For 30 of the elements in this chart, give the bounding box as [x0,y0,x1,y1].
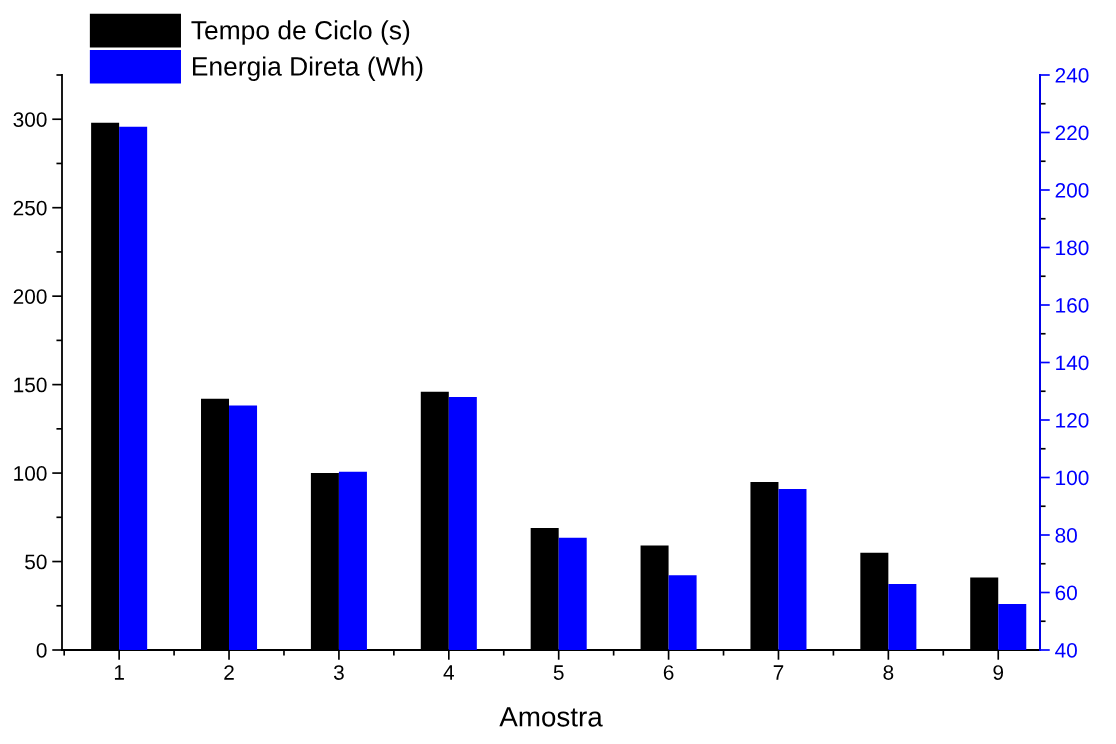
x-tick-label: 3 [333,665,344,680]
y-tick-label: 100 [14,466,47,481]
y-tick-label: 200 [13,289,47,304]
y2-tick-label: 120 [1056,413,1089,428]
y2-tick-label: 220 [1055,125,1089,141]
y2-tick-label: 160 [1056,298,1089,313]
x-tick-label: 2 [224,665,234,680]
x-tick-label: 4 [443,665,454,680]
x-tick-label: 1 [114,665,124,680]
y2-tick-label: 200 [1055,183,1089,198]
y2-tick-label: 80 [1055,528,1077,543]
y-tick-label: 250 [13,200,47,216]
x-tick-label: 7 [773,665,784,680]
x-tick-label: 5 [553,665,564,680]
y2-tick-label: 40 [1055,643,1077,658]
y2-tick-label: 60 [1055,585,1077,601]
y-tick-label: 300 [13,112,47,127]
y-tick-label: 50 [25,554,47,570]
y2-tick-label: 180 [1056,240,1089,256]
x-tick-label: 8 [883,665,894,680]
y2-tick-label: 140 [1056,355,1089,371]
y-tick-label: 0 [36,643,47,658]
legend-label: Energia Direta (Wh) [193,56,423,81]
y-tick-label: 150 [14,377,47,393]
y2-tick-label: 100 [1056,470,1089,486]
legend-label: Tempo de Ciclo (s) [191,20,410,45]
y2-tick-label: 240 [1055,68,1089,83]
x-tick-label: 6 [663,665,674,680]
x-axis-title: Amostra [499,707,603,727]
x-tick-label: 9 [993,665,1004,680]
